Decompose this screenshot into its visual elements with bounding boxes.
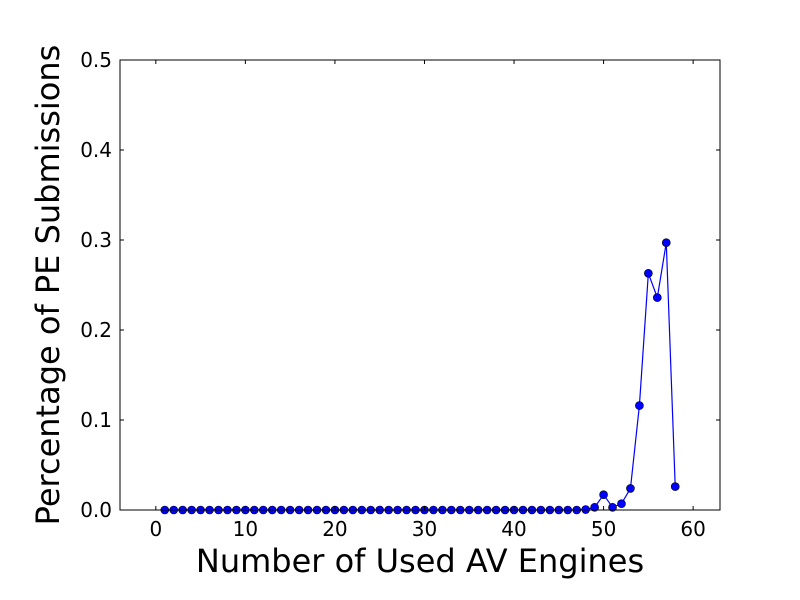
x-axis-ticks: 0 10 20 30 40 50 60: [149, 60, 706, 541]
x-tick-label: 20: [322, 517, 347, 541]
data-point: [635, 401, 644, 410]
plot-frame: [119, 59, 721, 511]
y-tick-label: 0.5: [80, 48, 112, 72]
x-tick-label: 30: [412, 517, 437, 541]
x-axis-label: Number of Used AV Engines: [196, 542, 644, 580]
y-tick-label: 0.1: [80, 408, 112, 432]
y-tick-label: 0.2: [80, 318, 112, 342]
plot-background: [120, 60, 720, 510]
data-point: [608, 502, 617, 512]
y-tick-label: 0.3: [80, 228, 112, 252]
data-point: [644, 268, 653, 278]
x-tick-label: 60: [680, 517, 705, 541]
y-tick-label: 0.0: [80, 498, 112, 522]
x-tick-label: 0: [149, 517, 162, 541]
data-point: [617, 499, 626, 509]
data-point: [670, 482, 680, 491]
data-point: [590, 502, 599, 512]
data-point: [661, 238, 671, 247]
data-point: [599, 490, 608, 500]
x-tick-label: 10: [233, 517, 258, 541]
y-axis-label: Percentage of PE Submissions: [29, 45, 67, 526]
x-tick-label: 50: [591, 517, 616, 541]
y-tick-label: 0.4: [80, 138, 112, 162]
data-point: [626, 484, 635, 493]
y-axis-ticks: 0.0 0.1 0.2 0.3 0.4 0.5: [80, 48, 720, 522]
x-tick-label: 40: [501, 517, 526, 541]
data-point: [653, 293, 662, 302]
